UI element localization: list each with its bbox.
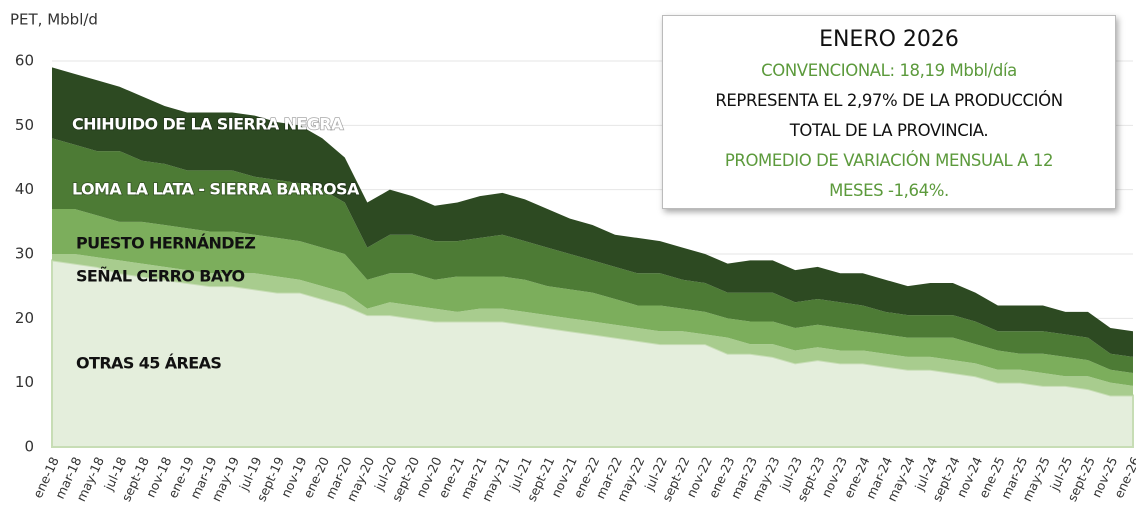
y-tick-label: 40	[15, 180, 34, 198]
series-label: PUESTO HERNÁNDEZ	[76, 234, 255, 253]
y-tick-label: 50	[15, 116, 34, 134]
area	[52, 67, 1133, 357]
series-label: CHIHUIDO DE LA SIERRA NEGRA	[72, 115, 344, 134]
series-label: LOMA LA LATA - SIERRA BARROSA	[72, 180, 360, 199]
area	[52, 208, 1133, 386]
y-tick-label: 10	[15, 373, 34, 391]
annotation-line: CONVENCIONAL: 18,19 Mbbl/día	[761, 61, 1017, 80]
y-tick-label: 60	[15, 52, 34, 70]
series-label: OTRAS 45 ÁREAS	[76, 354, 221, 373]
y-tick-label: 0	[24, 438, 34, 456]
series-label: SEÑAL CERRO BAYO	[76, 267, 245, 286]
y-tick-label: 20	[15, 309, 34, 327]
annotation-line: REPRESENTA EL 2,97% DE LA PRODUCCIÓN	[715, 91, 1063, 110]
annotation-title: ENERO 2026	[819, 27, 959, 52]
area	[52, 254, 1133, 396]
annotation-line: PROMEDIO DE VARIACIÓN MENSUAL A 12	[724, 151, 1054, 170]
annotation-box: ENERO 2026 CONVENCIONAL: 18,19 Mbbl/día R…	[662, 15, 1116, 209]
y-tick-label: 30	[15, 245, 34, 263]
annotation-line: TOTAL DE LA PROVINCIA.	[789, 121, 989, 140]
area	[52, 138, 1133, 374]
annotation-line: MESES -1,64%.	[829, 181, 949, 200]
y-axis-label: PET, Mbbl/d	[10, 11, 98, 29]
